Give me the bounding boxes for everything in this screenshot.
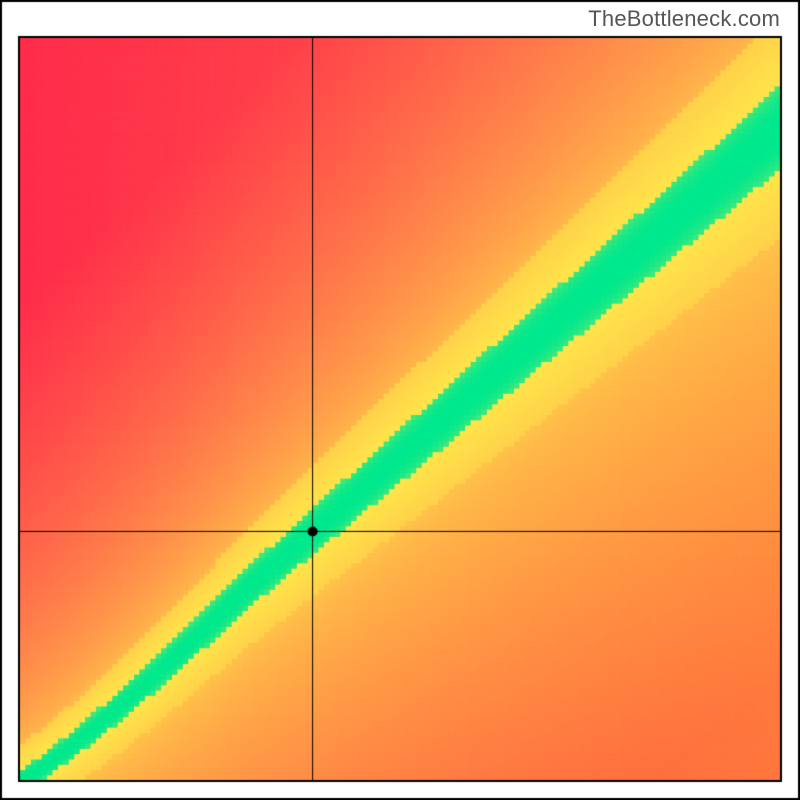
heatmap-canvas (0, 0, 800, 800)
watermark-text: TheBottleneck.com (588, 6, 780, 32)
chart-container: TheBottleneck.com (0, 0, 800, 800)
